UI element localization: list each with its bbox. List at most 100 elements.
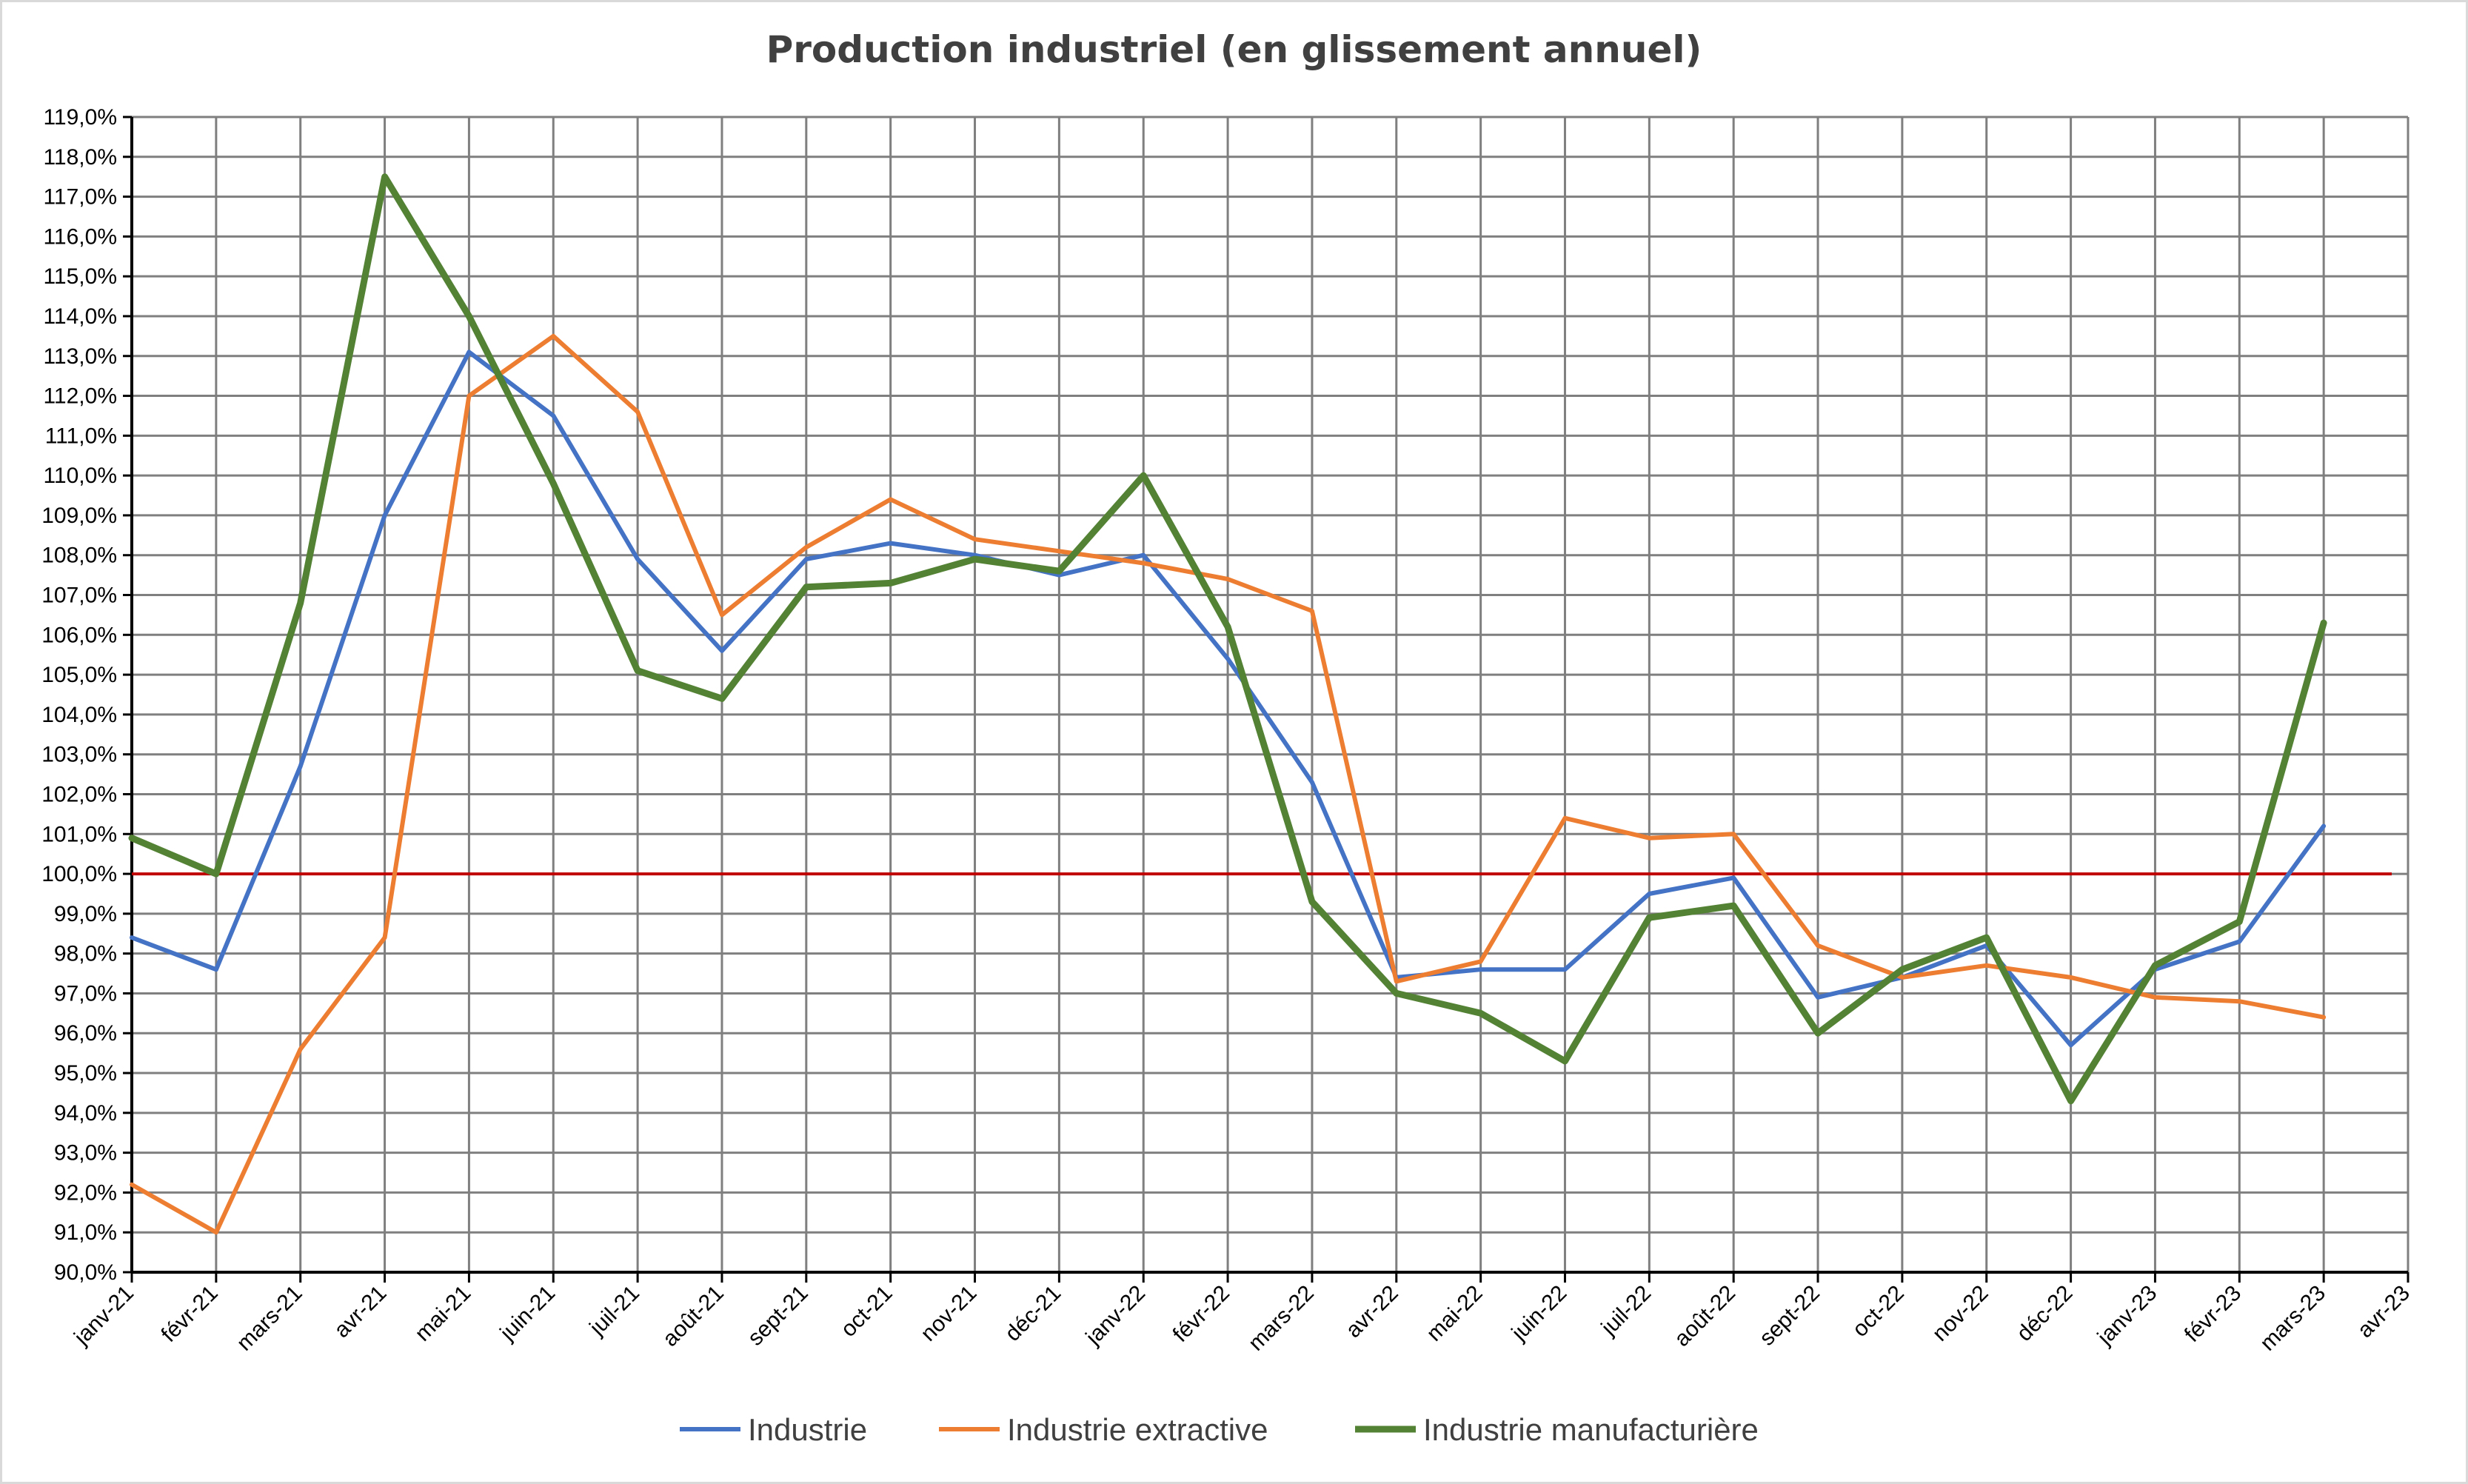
data-point [131,838,133,839]
data-point [2238,941,2240,943]
data-point [1648,917,1650,918]
y-tick-label: 99,0% [54,902,117,926]
data-point [1311,901,1313,903]
data-point [890,582,892,584]
data-point [2238,921,2240,923]
data-point [1143,475,1144,476]
data-point [1817,1032,1819,1034]
x-tick-label: juin-21 [495,1281,560,1346]
data-point [131,1184,133,1186]
data-point [721,698,723,699]
legend-label: Industrie [748,1412,867,1447]
data-point [721,614,723,615]
data-point [2323,1017,2324,1018]
y-tick-label: 100,0% [41,862,117,886]
y-tick-label: 116,0% [43,224,117,249]
x-tick-label: janv-22 [1081,1281,1151,1351]
x-tick-label: déc-22 [2012,1281,2077,1346]
x-tick-label: avr-21 [330,1281,391,1343]
y-tick-label: 102,0% [41,782,117,806]
y-tick-label: 117,0% [43,185,117,210]
x-tick-label: mai-22 [1422,1281,1487,1346]
x-tick-label: mars-21 [233,1281,307,1356]
x-tick-label: févr-21 [156,1281,222,1347]
x-tick-label: sept-22 [1755,1281,1825,1351]
data-point [974,558,976,560]
data-point [2070,977,2072,978]
y-tick-label: 96,0% [54,1021,117,1046]
data-point [1058,550,1060,552]
y-tick-label: 95,0% [54,1061,117,1086]
data-point [806,547,807,548]
data-point [2323,622,2324,624]
data-point [1733,877,1734,878]
data-point [215,969,217,970]
data-point [1227,658,1228,660]
y-tick-label: 113,0% [43,344,117,369]
data-point [552,483,554,484]
data-point [1311,781,1313,783]
data-point [1058,575,1060,576]
data-point [1902,969,1903,970]
data-point [1733,905,1734,906]
data-point [468,351,469,352]
x-tick-label: oct-22 [1848,1281,1909,1342]
y-tick-label: 119,0% [43,105,117,130]
data-point [1143,555,1144,556]
data-point [2154,997,2156,998]
y-tick-label: 94,0% [54,1101,117,1126]
y-tick-label: 104,0% [41,703,117,727]
data-point [974,555,976,556]
data-point [1986,965,1987,966]
data-point [637,670,638,672]
data-point [974,538,976,540]
data-point [215,873,217,875]
data-point [1648,893,1650,895]
x-tick-label: juin-22 [1507,1281,1572,1346]
data-point [468,315,469,317]
x-tick-label: avr-23 [2352,1281,2414,1343]
data-point [1143,562,1144,564]
data-point [1986,937,1987,938]
data-point [1733,833,1734,835]
y-tick-label: 112,0% [43,384,117,409]
y-tick-label: 109,0% [41,504,117,528]
data-point [1396,992,1397,994]
y-tick-label: 118,0% [43,145,117,170]
data-point [1058,570,1060,572]
x-tick-label: déc-21 [1000,1281,1066,1346]
data-point [300,602,301,604]
data-point [1648,838,1650,839]
data-point [1564,969,1565,970]
data-point [2070,1044,2072,1046]
x-tick-label: juil-22 [1596,1281,1656,1341]
data-point [637,411,638,412]
x-tick-label: mai-21 [410,1281,475,1346]
data-point [806,558,807,560]
data-point [2238,1000,2240,1002]
y-tick-label: 105,0% [41,663,117,687]
x-tick-label: août-22 [1670,1281,1740,1351]
data-point [806,586,807,588]
data-point [1480,969,1482,970]
y-tick-label: 92,0% [54,1180,117,1205]
data-point [1817,997,1819,998]
y-tick-label: 107,0% [41,584,117,608]
data-point [552,335,554,337]
x-tick-label: janv-21 [69,1281,138,1351]
data-point [2323,826,2324,827]
y-tick-label: 106,0% [41,623,117,647]
x-tick-label: févr-22 [1168,1281,1234,1347]
data-point [384,937,386,938]
data-point [1311,610,1313,612]
x-tick-label: sept-21 [743,1281,813,1351]
x-tick-label: janv-23 [2093,1281,2162,1351]
y-tick-label: 97,0% [54,981,117,1006]
data-point [890,498,892,500]
y-tick-label: 98,0% [54,942,117,966]
data-point [2070,1100,2072,1102]
data-point [890,543,892,544]
data-point [721,650,723,652]
